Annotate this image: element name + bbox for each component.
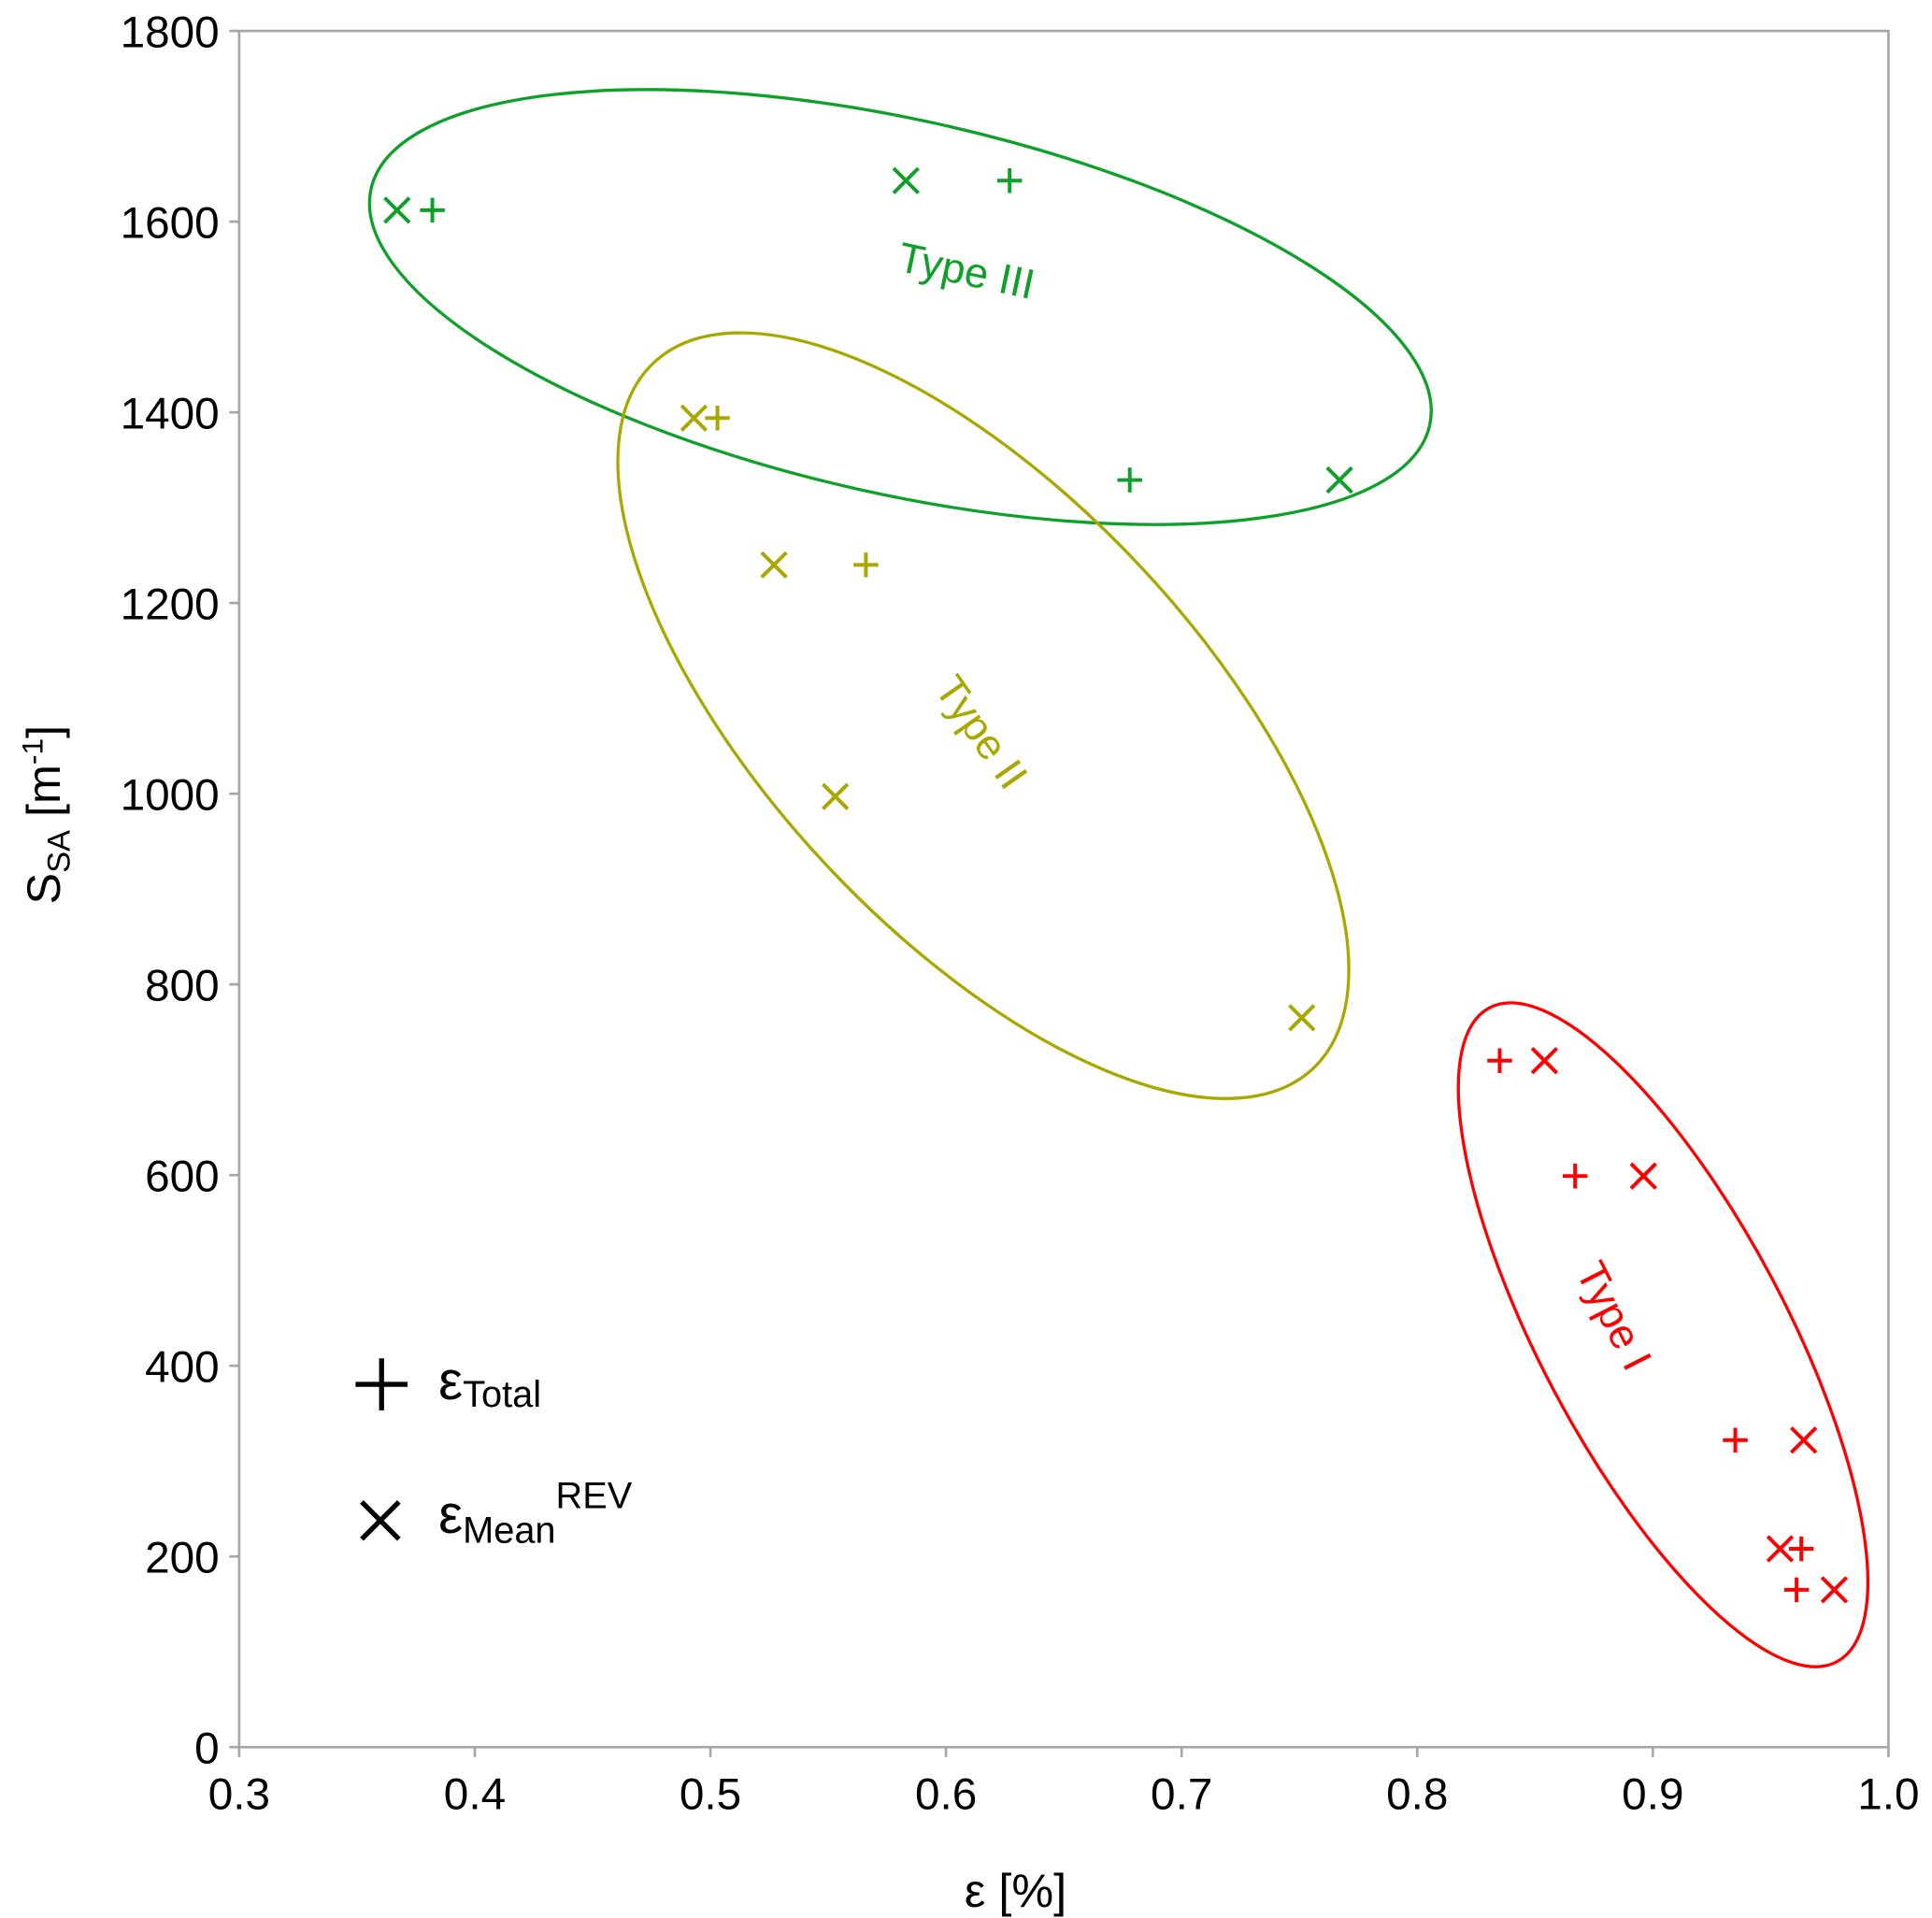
point-mean-rev-cross — [1325, 465, 1353, 494]
point-total-plus — [1788, 1536, 1814, 1562]
point-total-plus — [420, 197, 445, 223]
point-total-plus — [1562, 1163, 1588, 1189]
y-tick-label: 1400 — [121, 389, 220, 438]
point-mean-rev-cross — [1766, 1535, 1795, 1563]
y-axis-title: SSA [m-1] — [15, 725, 77, 905]
point-mean-rev-cross — [1629, 1162, 1657, 1190]
x-axis-title: ε [%] — [965, 1864, 1066, 1917]
legend: εTotal εMeanREV — [355, 1351, 633, 1552]
y-axis-ticks: 0 200 400 600 800 1000 1200 1400 1600 1800 — [121, 7, 239, 1773]
y-axis-title-unit: [m — [17, 765, 70, 830]
point-total-plus — [996, 168, 1023, 193]
y-axis-title-close: ] — [17, 725, 70, 738]
point-total-plus — [1783, 1577, 1810, 1603]
point-mean-rev-cross — [760, 551, 788, 579]
point-mean-rev-cross — [1790, 1426, 1818, 1454]
group-ellipse-type-iii — [367, 88, 1433, 526]
y-tick-label: 1600 — [121, 198, 220, 248]
y-tick-label: 1000 — [121, 770, 220, 820]
x-tick-label: 0.7 — [1151, 1769, 1212, 1819]
y-tick-label: 600 — [145, 1152, 220, 1201]
group-ellipses — [367, 88, 1870, 1668]
group-label-type-iii: Type III — [894, 233, 1039, 308]
point-mean-rev-cross — [1288, 1004, 1316, 1032]
legend-cross-icon — [360, 1500, 401, 1541]
plot-area-frame — [237, 29, 1890, 1749]
point-mean-rev-cross — [1820, 1576, 1849, 1604]
x-tick-label: 0.3 — [208, 1769, 270, 1819]
x-tick-label: 1.0 — [1857, 1769, 1919, 1819]
point-total-plus — [853, 552, 879, 578]
point-mean-rev-cross — [892, 166, 920, 194]
point-mean-rev-cross — [680, 404, 708, 432]
x-axis-ticks: 0.3 0.4 0.5 0.6 0.7 0.8 0.9 1.0 — [208, 1747, 1920, 1819]
point-total-plus — [1723, 1427, 1748, 1453]
point-total-plus — [1117, 467, 1142, 493]
group-ellipse-type-ii — [616, 331, 1351, 1100]
x-tick-label: 0.6 — [915, 1769, 977, 1819]
data-points — [383, 166, 1849, 1604]
x-tick-label: 0.9 — [1622, 1769, 1683, 1819]
y-tick-label: 400 — [145, 1342, 220, 1392]
legend-plus-icon — [355, 1358, 408, 1410]
point-total-plus — [1487, 1048, 1512, 1074]
y-tick-label: 200 — [145, 1533, 220, 1582]
y-tick-label: 800 — [145, 961, 220, 1010]
point-mean-rev-cross — [383, 196, 411, 224]
x-tick-label: 0.8 — [1386, 1769, 1448, 1819]
x-tick-label: 0.5 — [680, 1769, 741, 1819]
group-label-type-ii: Type II — [926, 666, 1038, 797]
y-axis-title-main: S — [17, 873, 70, 905]
x-tick-label: 0.4 — [444, 1769, 506, 1819]
point-mean-rev-cross — [1530, 1047, 1559, 1075]
legend-entry-total: εTotal — [438, 1351, 541, 1415]
y-axis-title-sup: -1 — [15, 738, 49, 765]
group-label-type-i: Type I — [1567, 1254, 1661, 1378]
point-total-plus — [705, 406, 730, 431]
group-ellipse-type-i — [1456, 1001, 1870, 1668]
legend-entry-mean-rev: εMeanREV — [438, 1476, 633, 1552]
y-axis-title-sub: SA — [41, 830, 77, 873]
y-tick-label: 1800 — [121, 7, 220, 57]
point-mean-rev-cross — [821, 782, 850, 810]
y-tick-label: 0 — [194, 1724, 220, 1773]
y-tick-label: 1200 — [121, 580, 220, 629]
